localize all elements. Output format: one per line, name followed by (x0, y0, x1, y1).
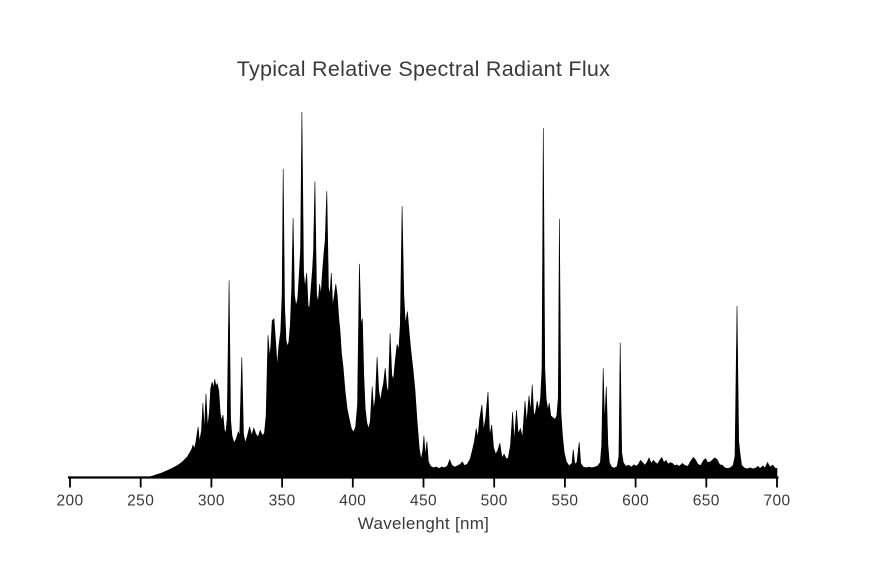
x-tick-label: 450 (410, 493, 437, 510)
x-tick-label: 200 (56, 493, 83, 510)
x-tick-label: 700 (763, 493, 790, 510)
x-tick-label: 600 (622, 493, 649, 510)
x-tick-label: 250 (127, 493, 154, 510)
x-tick-label: 650 (693, 493, 720, 510)
x-tick-label: 500 (481, 493, 508, 510)
x-tick-label: 550 (551, 493, 578, 510)
x-tick-label: 400 (339, 493, 366, 510)
spectrum-area (70, 111, 778, 479)
chart-title: Typical Relative Spectral Radiant Flux (236, 57, 611, 81)
x-axis-label: Wavelenght [nm] (357, 514, 490, 533)
x-tick-label: 300 (198, 493, 225, 510)
x-tick-label: 350 (269, 493, 296, 510)
